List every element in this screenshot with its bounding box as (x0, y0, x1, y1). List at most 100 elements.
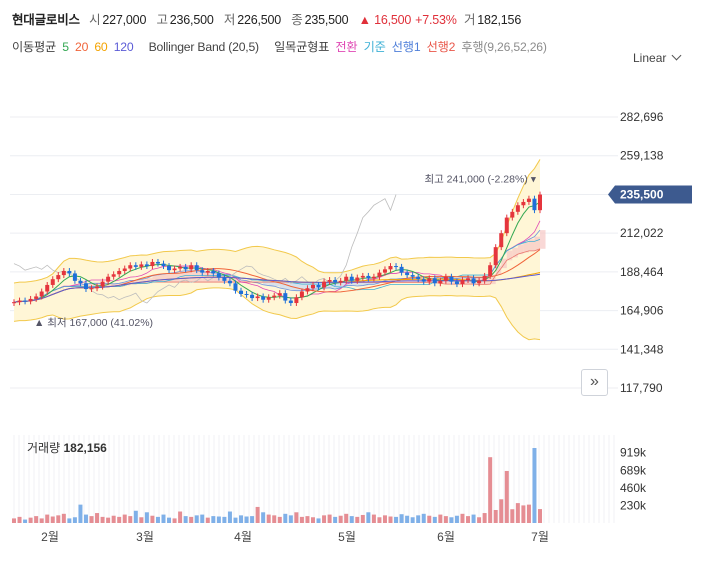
volume-label: 거 (463, 13, 476, 27)
volume-tick-label: 689k (620, 463, 647, 477)
cloud-segment (97, 283, 103, 287)
volume-bar (488, 457, 493, 523)
volume-bar (394, 516, 399, 523)
ichimoku-label[interactable]: 일목균형표 (274, 40, 330, 54)
volume-bar (438, 514, 443, 523)
cloud-segment (335, 282, 341, 290)
volume-title: 거래량 182,156 (27, 441, 107, 455)
candle-body (466, 278, 471, 281)
cloud-segment (169, 273, 175, 283)
volume-bar (78, 504, 83, 523)
volume-bar (443, 516, 448, 523)
scale-selector[interactable]: Linear (633, 50, 682, 65)
candle-body (305, 288, 310, 292)
volume-axis: 919k 689k 460k 230k (620, 446, 647, 513)
candle-body (277, 293, 282, 296)
cloud-segment (312, 282, 319, 290)
volume-tick-label: 230k (620, 498, 647, 512)
time-tick-label: 4월 (234, 530, 252, 544)
candle-body (78, 280, 83, 284)
ichimoku-conversion: 전환 (335, 40, 358, 54)
candle-body (355, 277, 360, 281)
cloud-segment (506, 250, 513, 261)
volume-bar (111, 515, 116, 523)
volume-bar (432, 516, 437, 523)
candle-body (416, 276, 421, 280)
cloud-segment (290, 282, 297, 291)
candle-body (95, 286, 100, 289)
candle-body (327, 280, 332, 282)
bollinger-lower-line (13, 287, 541, 341)
candle-body (388, 266, 393, 270)
cloud-segment (501, 258, 507, 269)
candle-body (443, 276, 448, 281)
volume-bar (50, 516, 55, 523)
volume-bar (161, 514, 166, 523)
open-label: 시 (89, 13, 101, 27)
cloud-segment (174, 272, 181, 283)
cloud-segment (47, 293, 53, 295)
candle-body (244, 293, 249, 295)
candle-body (344, 276, 349, 281)
price-tick-label: 188,464 (620, 265, 664, 279)
volume-bar (327, 514, 332, 523)
cloud-segment (108, 283, 114, 287)
volume-bar (34, 516, 39, 523)
candle-body (504, 217, 509, 234)
ma-5: 5 (62, 40, 69, 54)
cloud-segment (351, 282, 358, 286)
ma-120: 120 (113, 40, 134, 54)
volume-bar (515, 503, 520, 523)
volume-bar (288, 515, 293, 523)
scroll-next-button[interactable]: » (581, 369, 608, 396)
bollinger-label[interactable]: Bollinger Band (20,5) (148, 40, 259, 54)
volume-bar (388, 516, 393, 523)
volume-bar (216, 516, 221, 523)
candle-body (510, 211, 515, 218)
candle-body (482, 275, 487, 281)
cloud-segment (368, 282, 374, 285)
candle-body (377, 272, 382, 277)
volume-bar (322, 515, 327, 523)
candle-body (283, 293, 288, 301)
cloud-segment (346, 282, 352, 286)
low-annotation: ▲ 최저 167,000 (41.02%) (34, 317, 153, 329)
volume-bar (526, 504, 531, 523)
candle-body (499, 233, 504, 248)
volume-bar (233, 517, 238, 523)
volume-bar (477, 517, 482, 523)
candle-body (111, 274, 116, 277)
cloud-segment (512, 247, 518, 258)
cloud-segment (91, 283, 98, 287)
volume-bar (139, 517, 144, 523)
volume-bar (200, 514, 205, 523)
volume-bar (255, 506, 260, 523)
candle-body (117, 270, 122, 275)
volume-bar (23, 519, 28, 523)
volume-bar (117, 516, 122, 523)
cloud-segment (180, 271, 186, 283)
candle-body (61, 270, 66, 276)
volume-bar (17, 516, 22, 523)
time-tick-label: 5월 (338, 530, 356, 544)
volume-bar (122, 514, 127, 523)
cloud-segment (523, 242, 529, 253)
volume-bar (305, 516, 310, 523)
cloud-segment (80, 285, 86, 287)
candle-body (227, 280, 232, 284)
change-value: ▲ 16,500 (358, 13, 412, 27)
candle-body (360, 275, 365, 278)
candle-body (477, 280, 482, 284)
volume-bar (39, 518, 44, 523)
volume-bars (12, 448, 542, 523)
candle-body (161, 263, 166, 267)
candle-body (333, 280, 338, 283)
volume-bar (144, 512, 149, 523)
volume-bar (421, 513, 426, 523)
candle-body (144, 264, 149, 267)
change-percent: +7.53% (415, 13, 457, 27)
candle-body (366, 275, 371, 279)
price-tick-label: 282,696 (620, 110, 664, 124)
ma-label[interactable]: 이동평균 (12, 40, 57, 54)
